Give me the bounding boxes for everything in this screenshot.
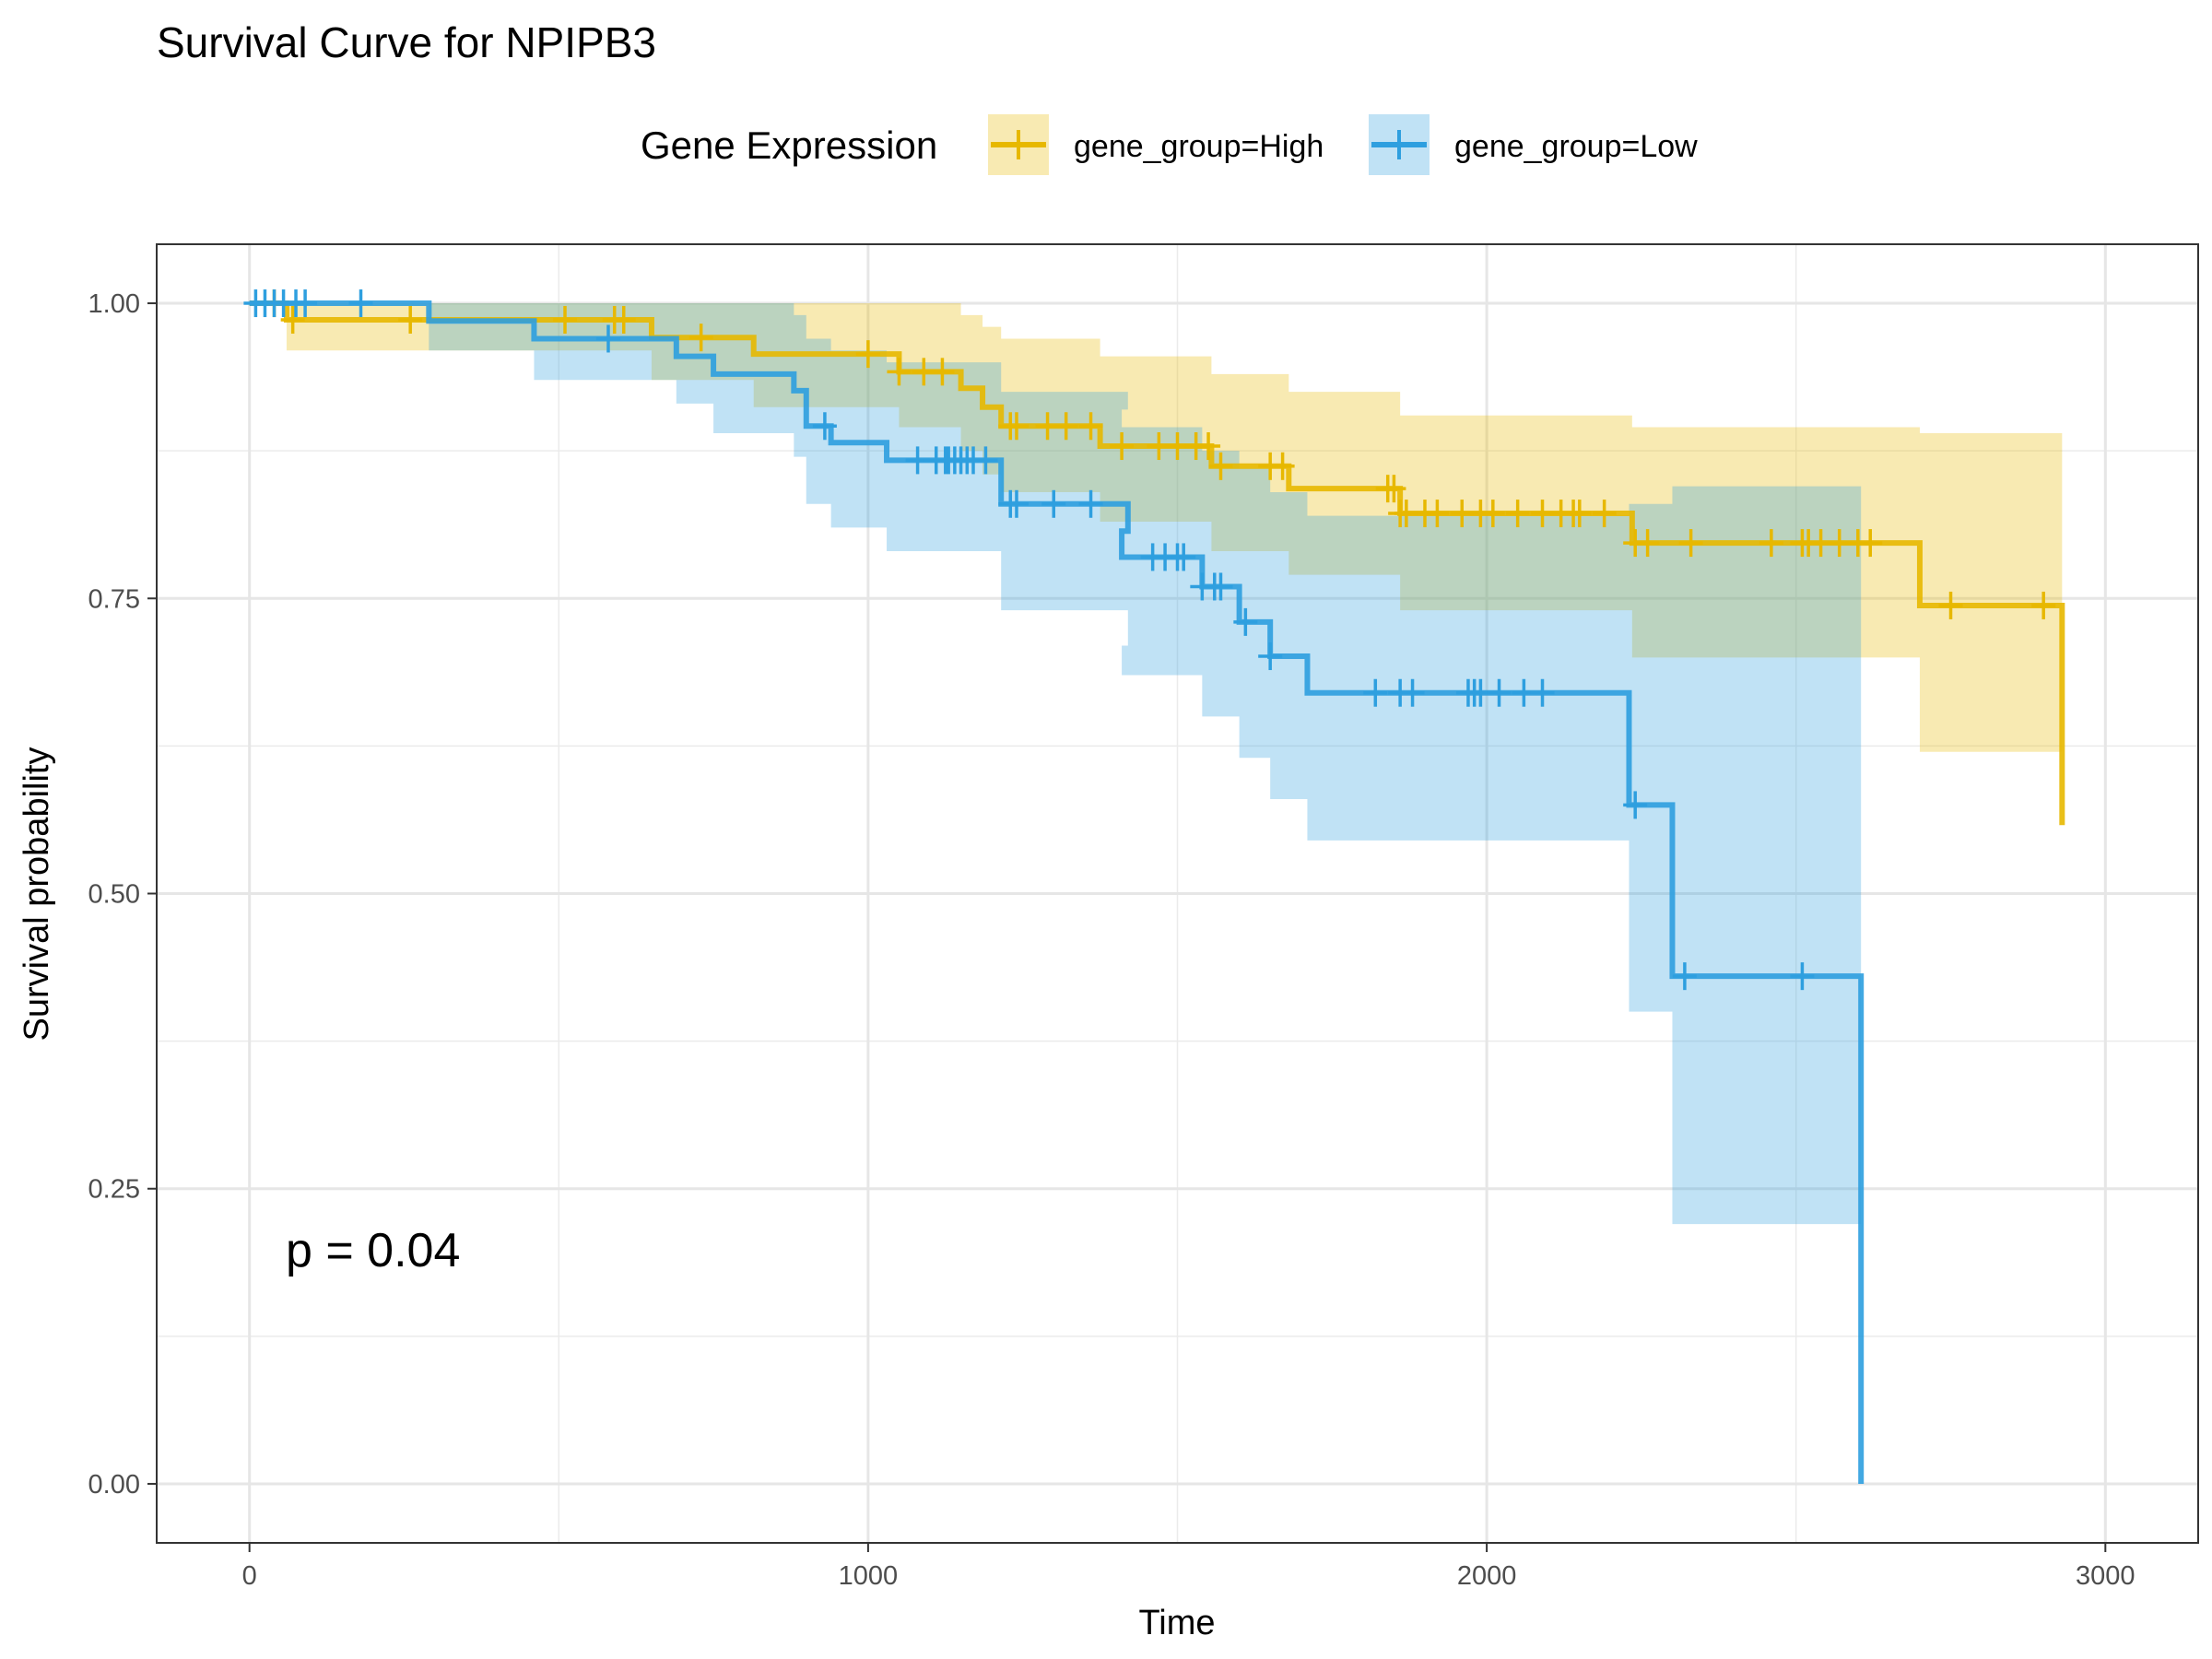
censor-mark-high-40 <box>1635 529 1660 558</box>
censor-mark-high-25 <box>1382 475 1406 503</box>
censor-mark-high-12 <box>1004 412 1029 441</box>
confidence-bands <box>249 303 2063 1225</box>
y-axis: 0.00 0.25 0.50 0.75 1.00 <box>88 289 157 1500</box>
p-value-annotation: p = 0.04 <box>286 1224 460 1277</box>
censor-mark-low-17 <box>973 446 998 475</box>
x-tick-label-2: 2000 <box>1457 1561 1517 1591</box>
censor-mark-low-21 <box>1078 489 1103 518</box>
censor-mark-low-8 <box>812 412 837 441</box>
y-tick-label-0: 0.00 <box>88 1470 140 1500</box>
y-tick-label-2: 0.50 <box>88 880 140 910</box>
censor-mark-high-6 <box>688 324 713 352</box>
censor-marks <box>243 289 2056 991</box>
censor-mark-high-38 <box>1592 500 1617 528</box>
censor-mark-high-21 <box>1208 452 1233 480</box>
censor-mark-high-16 <box>1110 432 1135 461</box>
censor-mark-high-14 <box>1053 412 1078 441</box>
censor-mark-high-49 <box>1938 591 1963 619</box>
chart-title: Survival Curve for NPIPB3 <box>157 18 656 66</box>
censor-mark-low-39 <box>1530 678 1555 707</box>
censor-mark-low-37 <box>1487 678 1512 707</box>
y-axis-title: Survival probability <box>18 747 56 1041</box>
censor-mark-low-28 <box>1208 572 1233 601</box>
legend-entry-low: gene_group=Low <box>1369 114 1698 175</box>
censor-mark-high-15 <box>1078 412 1103 441</box>
x-axis: 0 1000 2000 3000 <box>242 1543 2136 1591</box>
plot-area: p = 0.04 <box>156 243 2199 1544</box>
censor-mark-low-33 <box>1400 678 1425 707</box>
band-high <box>249 303 2063 1122</box>
censor-mark-low-6 <box>348 289 373 318</box>
censor-mark-high-33 <box>1505 500 1530 528</box>
censor-mark-high-5 <box>611 305 636 334</box>
y-tick-label-3: 0.75 <box>88 584 140 614</box>
censor-mark-low-41 <box>1672 962 1697 991</box>
x-tick-label-1: 1000 <box>839 1561 899 1591</box>
censor-mark-low-29 <box>1233 607 1258 636</box>
x-axis-title: Time <box>1138 1604 1215 1642</box>
y-tick-label-1: 0.25 <box>88 1175 140 1205</box>
legend-label-high: gene_group=High <box>1074 129 1324 164</box>
censor-mark-low-5 <box>293 289 318 318</box>
censor-mark-high-50 <box>2031 591 2056 619</box>
legend-entry-high: gene_group=High <box>988 114 1324 175</box>
legend-title: Gene Expression <box>641 124 937 167</box>
censor-mark-low-25 <box>1171 543 1196 571</box>
censor-mark-high-48 <box>1858 529 1883 558</box>
censor-mark-low-20 <box>1041 489 1066 518</box>
censor-mark-low-40 <box>1623 791 1648 819</box>
censor-mark-low-31 <box>1363 678 1388 707</box>
censor-mark-high-32 <box>1480 500 1505 528</box>
censor-mark-high-8 <box>887 358 912 386</box>
censor-mark-low-19 <box>1004 489 1029 518</box>
censor-mark-low-42 <box>1790 962 1815 991</box>
censor-mark-high-29 <box>1425 500 1450 528</box>
censor-mark-low-30 <box>1258 642 1283 671</box>
censor-mark-high-10 <box>930 358 955 386</box>
censor-mark-high-2 <box>398 305 423 334</box>
x-tick-label-0: 0 <box>242 1561 257 1591</box>
censor-mark-high-3 <box>553 305 577 334</box>
grid <box>157 244 2198 1543</box>
censor-mark-high-23 <box>1270 452 1295 480</box>
x-tick-label-3: 3000 <box>2076 1561 2136 1591</box>
censor-mark-low-7 <box>595 324 620 353</box>
censor-mark-high-41 <box>1678 529 1703 558</box>
censor-mark-high-42 <box>1759 529 1783 558</box>
band-low <box>249 303 1862 1225</box>
censor-mark-high-1 <box>280 305 305 334</box>
legend: Gene Expression gene_group=High gene_gro… <box>641 114 1698 175</box>
censor-mark-high-37 <box>1567 500 1592 528</box>
y-tick-label-4: 1.00 <box>88 289 140 319</box>
legend-label-low: gene_group=Low <box>1454 129 1698 164</box>
censor-mark-high-20 <box>1196 432 1221 461</box>
censor-mark-high-7 <box>855 340 880 369</box>
